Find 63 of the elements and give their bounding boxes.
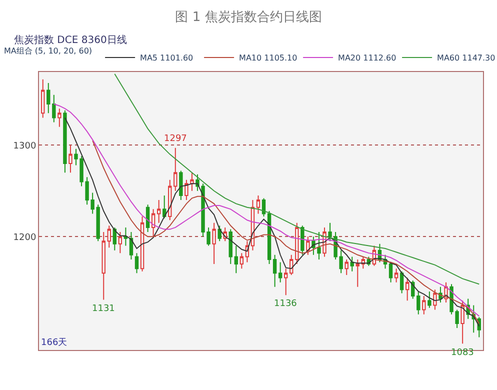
candlestick	[228, 228, 232, 265]
candlestick	[129, 232, 134, 260]
candlestick	[46, 82, 50, 114]
annotation: 1131	[92, 304, 115, 314]
candlestick	[460, 300, 464, 344]
candlestick	[262, 198, 266, 217]
candlestick	[124, 226, 128, 246]
line-series	[114, 73, 480, 285]
candlestick	[312, 236, 316, 256]
candlestick	[134, 252, 139, 274]
legend-label: MA20 1112.60	[338, 54, 396, 63]
candlestick	[140, 216, 144, 272]
candlestick	[179, 170, 183, 201]
candlestick	[356, 258, 360, 288]
candlestick	[433, 289, 437, 310]
candlestick	[234, 245, 238, 274]
candlestick	[156, 200, 161, 224]
annotation: 166天	[41, 337, 68, 348]
candlestick	[422, 296, 426, 315]
candlestick	[388, 262, 393, 283]
candlestick	[218, 225, 222, 242]
candlestick	[317, 232, 321, 260]
legend-label: MA60 1147.30	[437, 54, 496, 63]
candlestick	[284, 268, 288, 296]
annotation: 1136	[274, 299, 298, 309]
candlestick	[174, 147, 178, 192]
legend-title: MA组合 (5, 10, 20, 60)	[4, 46, 92, 56]
candlestick	[63, 110, 67, 174]
chart-title: 图 1 焦炭指数合约日线图	[175, 10, 322, 25]
chart-subtitle: 焦炭指数 DCE 8360日线	[14, 34, 127, 46]
legend-label: MA10 1105.10	[239, 54, 298, 63]
candlestick	[162, 194, 166, 219]
candlestick	[212, 222, 216, 265]
candlestick	[168, 179, 172, 221]
candlestick	[102, 232, 106, 300]
candlestick	[295, 222, 299, 265]
candlestick	[256, 194, 260, 214]
candlestick	[306, 236, 310, 256]
candlestick	[300, 225, 304, 256]
candlestick	[428, 290, 432, 308]
candlestick	[112, 226, 117, 251]
line-series	[92, 140, 480, 324]
candlestick	[272, 254, 277, 288]
y-tick-label: 1300	[13, 141, 36, 152]
candlestick	[344, 258, 348, 276]
candlestick	[52, 94, 56, 123]
candlestick	[58, 108, 62, 128]
candlestick	[151, 208, 156, 238]
legend-label: MA5 1101.60	[140, 54, 194, 63]
candlestick	[146, 204, 150, 233]
candlestick	[400, 270, 404, 294]
annotation: 1083	[451, 348, 474, 358]
annotation: 1297	[164, 134, 187, 144]
candlestick	[278, 262, 282, 283]
candlestick	[118, 232, 122, 254]
candlestick	[240, 252, 244, 270]
candlestick	[416, 290, 420, 315]
candlestick	[68, 144, 72, 174]
y-tick-label: 1200	[13, 232, 36, 243]
candlestick	[350, 256, 354, 272]
candlestick	[394, 268, 398, 283]
candlestick	[405, 277, 410, 302]
candlestick	[107, 225, 111, 248]
